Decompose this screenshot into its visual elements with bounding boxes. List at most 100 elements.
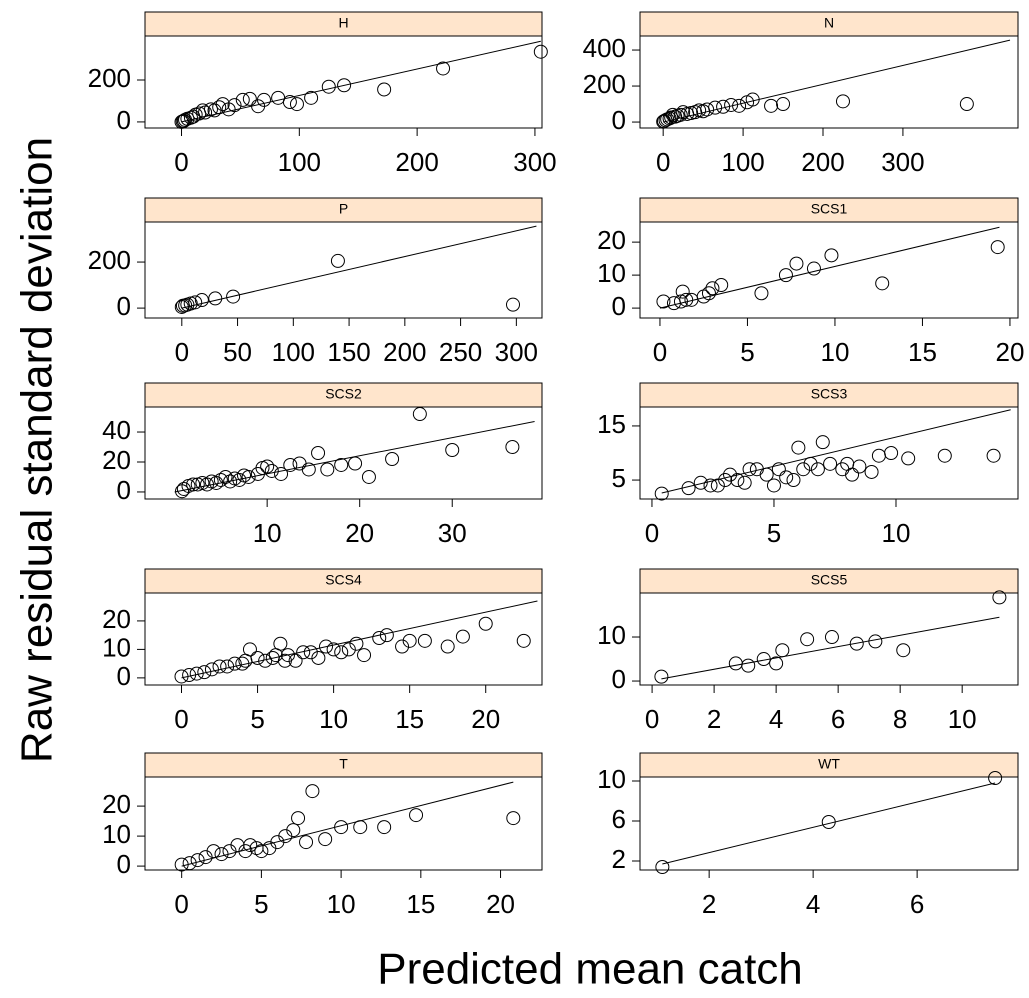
point — [361, 469, 376, 484]
point — [666, 296, 681, 311]
point — [250, 466, 265, 481]
point — [654, 486, 669, 501]
point — [227, 656, 242, 671]
y-tick-label: 200 — [583, 69, 626, 99]
x-tick-label: 100 — [721, 147, 764, 177]
point — [796, 462, 811, 477]
point — [268, 648, 283, 663]
point — [703, 478, 718, 493]
y-tick-label: 0 — [612, 291, 626, 321]
point — [740, 95, 755, 110]
point — [227, 471, 242, 486]
point — [723, 467, 738, 482]
point — [693, 475, 708, 490]
point — [445, 443, 460, 458]
x-tick-label: 4 — [769, 704, 783, 734]
y-tick-label: 10 — [597, 258, 626, 288]
point — [283, 457, 298, 472]
point — [759, 467, 774, 482]
panel-title: T — [339, 756, 348, 772]
point — [226, 289, 241, 304]
point — [786, 473, 801, 488]
point — [779, 470, 794, 485]
fit-line — [659, 226, 1000, 309]
point — [754, 286, 769, 301]
point — [992, 590, 1007, 605]
point — [806, 261, 821, 276]
point — [385, 451, 400, 466]
point — [409, 808, 424, 823]
point — [303, 645, 318, 660]
x-tick-label: 0 — [645, 518, 659, 548]
y-tick-label: 15 — [597, 409, 626, 439]
x-tick-label: 30 — [438, 518, 467, 548]
x-tick-label: 50 — [223, 337, 252, 367]
point — [658, 113, 673, 128]
panel-frame — [639, 35, 1019, 129]
point — [208, 291, 223, 306]
point — [174, 114, 189, 129]
y-tick-label: 6 — [612, 804, 626, 834]
point — [264, 463, 279, 478]
y-tick-label: 10 — [597, 620, 626, 650]
panel-title: SCS3 — [811, 386, 848, 402]
x-tick-label: 0 — [656, 147, 670, 177]
x-tick-label: 4 — [806, 889, 820, 919]
x-tick-label: 0 — [174, 147, 188, 177]
point — [305, 784, 320, 799]
panel-title: P — [339, 201, 348, 217]
point — [840, 456, 855, 471]
point — [705, 281, 720, 296]
point — [204, 474, 219, 489]
fit-line — [663, 39, 1011, 123]
fit-line — [661, 616, 1000, 680]
x-axis-title: Predicted mean catch — [377, 945, 803, 994]
point — [764, 98, 779, 113]
point — [710, 478, 725, 493]
point — [708, 100, 723, 115]
x-tick-label: 0 — [174, 889, 188, 919]
point — [884, 446, 899, 460]
point — [835, 94, 850, 109]
y-tick-label: 0 — [612, 105, 626, 135]
point — [673, 294, 688, 309]
y-tick-label: 0 — [117, 661, 131, 691]
point — [353, 820, 368, 835]
x-tick-label: 200 — [801, 147, 844, 177]
point — [334, 645, 349, 660]
point — [235, 92, 250, 107]
point — [198, 850, 213, 865]
point — [194, 293, 209, 308]
point — [810, 462, 825, 477]
x-tick-label: 300 — [881, 147, 924, 177]
point — [334, 457, 349, 472]
point — [251, 99, 266, 114]
point — [190, 477, 205, 492]
point — [254, 844, 269, 859]
x-tick-label: 100 — [272, 337, 315, 367]
fit-line — [181, 225, 537, 309]
point — [800, 632, 815, 647]
fit-line — [181, 600, 538, 679]
strip — [639, 568, 1019, 594]
point — [321, 79, 336, 94]
point — [320, 462, 335, 477]
y-tick-label: 10 — [597, 764, 626, 794]
x-tick-label: 100 — [278, 147, 321, 177]
point — [478, 616, 493, 631]
strip — [144, 568, 543, 594]
x-tick-label: 300 — [513, 147, 556, 177]
point — [824, 248, 839, 263]
panel-title: SCS5 — [811, 572, 848, 588]
panel-frame — [639, 592, 1019, 686]
x-tick-label: 250 — [439, 337, 482, 367]
point — [533, 44, 548, 59]
x-tick-label: 20 — [995, 337, 1024, 367]
panel-title: WT — [818, 756, 840, 772]
x-tick-label: 5 — [767, 518, 781, 548]
point — [986, 448, 1001, 463]
x-tick-label: 15 — [395, 704, 424, 734]
fit-line — [181, 781, 514, 867]
point — [178, 112, 193, 127]
point — [506, 297, 521, 312]
